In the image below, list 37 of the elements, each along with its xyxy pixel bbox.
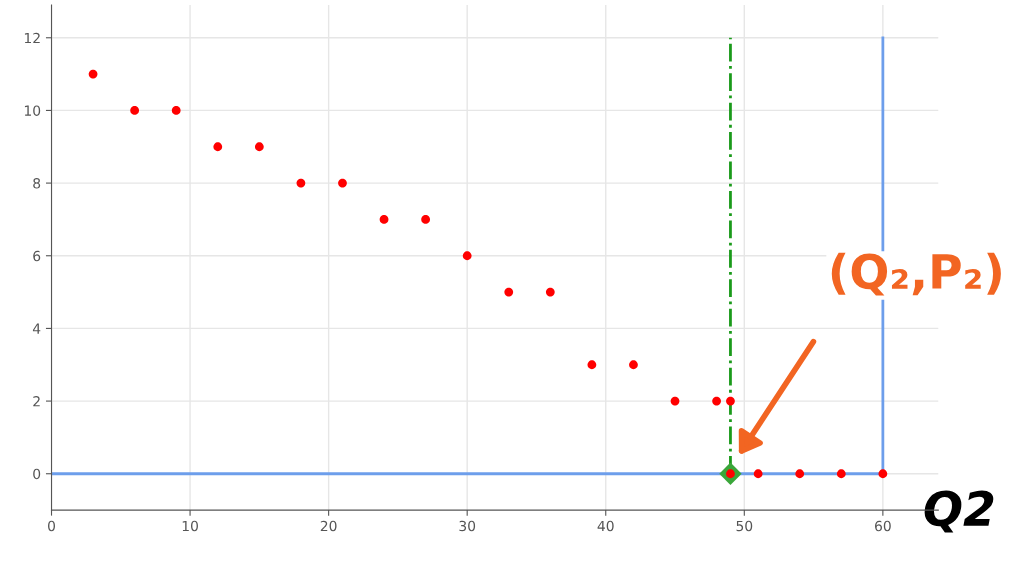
x-axis-title: Q2 (924, 490, 994, 533)
point (462, 251, 472, 261)
point (670, 396, 680, 406)
y-tick-label: 6 (33, 250, 41, 262)
y-tick-label: 0 (33, 468, 41, 480)
point (629, 360, 638, 370)
point (753, 469, 763, 479)
y-tick-label: 12 (24, 32, 40, 44)
x-tick-label: 60 (875, 520, 891, 532)
point (379, 215, 389, 224)
point (795, 469, 805, 479)
y-tick-label: 4 (32, 323, 41, 334)
x-tick-label: 10 (182, 520, 198, 532)
point (213, 142, 223, 152)
point (504, 287, 514, 297)
point (712, 396, 721, 406)
y-tick-label: 2 (33, 396, 40, 407)
point (587, 360, 597, 370)
x-tick-label: 40 (597, 520, 614, 532)
point (836, 469, 846, 479)
y-tick-label: 8 (33, 178, 41, 189)
y-tick-label: 10 (24, 105, 41, 116)
point (171, 106, 181, 115)
point (88, 69, 98, 79)
point (254, 142, 264, 152)
point (726, 396, 735, 406)
x-tick-label: 20 (320, 520, 337, 532)
point (545, 287, 555, 297)
x-tick-label: 30 (459, 520, 476, 532)
point (296, 178, 306, 188)
point (338, 178, 347, 188)
point (421, 215, 431, 224)
point (130, 106, 140, 115)
point (878, 469, 888, 479)
annotation: (Q₂,P₂) (831, 252, 1001, 296)
x-tick-label: 50 (736, 520, 753, 532)
x-tick-label: 0 (48, 520, 56, 532)
